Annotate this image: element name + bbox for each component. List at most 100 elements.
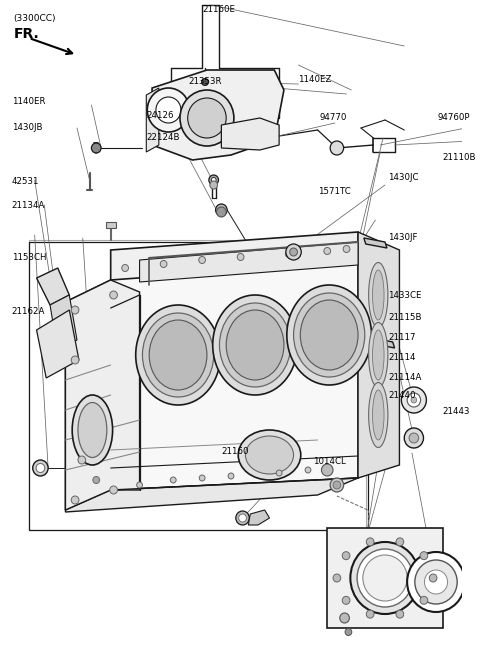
Polygon shape: [50, 295, 77, 352]
Circle shape: [305, 467, 311, 473]
Circle shape: [199, 475, 205, 481]
Circle shape: [404, 428, 423, 448]
Ellipse shape: [149, 320, 207, 390]
Circle shape: [340, 613, 349, 623]
Circle shape: [110, 486, 118, 494]
Circle shape: [237, 253, 244, 260]
Ellipse shape: [143, 313, 214, 397]
Circle shape: [92, 446, 101, 454]
Text: (3300CC): (3300CC): [13, 14, 56, 23]
Circle shape: [147, 88, 190, 132]
Circle shape: [407, 552, 465, 612]
Circle shape: [415, 560, 457, 604]
Circle shape: [420, 551, 428, 560]
Circle shape: [33, 460, 48, 476]
Circle shape: [211, 178, 216, 183]
Text: 1430JC: 1430JC: [388, 174, 419, 183]
Ellipse shape: [372, 330, 384, 380]
Circle shape: [209, 175, 218, 185]
Polygon shape: [358, 232, 399, 478]
Circle shape: [122, 264, 129, 272]
Polygon shape: [65, 280, 140, 510]
Circle shape: [202, 78, 208, 86]
Circle shape: [343, 246, 350, 253]
Circle shape: [71, 306, 79, 314]
Polygon shape: [364, 238, 387, 248]
Text: 21440: 21440: [388, 391, 415, 400]
Circle shape: [366, 538, 374, 546]
Circle shape: [91, 143, 101, 153]
Ellipse shape: [136, 305, 220, 405]
Circle shape: [93, 476, 100, 483]
Text: 21134A: 21134A: [12, 200, 45, 209]
Circle shape: [429, 574, 437, 582]
Polygon shape: [327, 528, 443, 628]
Text: 21353R: 21353R: [189, 78, 222, 86]
Circle shape: [156, 97, 181, 123]
Polygon shape: [111, 262, 358, 490]
Circle shape: [407, 393, 420, 407]
Polygon shape: [146, 88, 159, 152]
Circle shape: [180, 90, 234, 146]
Ellipse shape: [300, 300, 358, 370]
Text: 94760P: 94760P: [438, 113, 470, 122]
Text: 21110B: 21110B: [443, 154, 476, 163]
Text: 21160: 21160: [221, 448, 249, 456]
Circle shape: [199, 257, 205, 264]
Ellipse shape: [369, 323, 388, 388]
Circle shape: [290, 248, 298, 256]
Polygon shape: [140, 242, 358, 282]
Circle shape: [137, 482, 143, 488]
Bar: [29, 242, 368, 530]
Circle shape: [71, 496, 79, 504]
Text: 1153CH: 1153CH: [12, 253, 46, 262]
Circle shape: [110, 291, 118, 299]
Polygon shape: [111, 232, 358, 308]
Circle shape: [424, 570, 447, 594]
Ellipse shape: [357, 549, 413, 607]
Circle shape: [286, 251, 292, 257]
Circle shape: [333, 481, 341, 489]
Ellipse shape: [369, 382, 388, 448]
Text: 24126: 24126: [146, 111, 174, 119]
Bar: [106, 222, 116, 228]
Circle shape: [396, 538, 404, 546]
Ellipse shape: [72, 395, 113, 465]
Ellipse shape: [78, 402, 107, 457]
Text: 21443: 21443: [443, 408, 470, 417]
Ellipse shape: [369, 262, 388, 327]
Text: 42531: 42531: [12, 178, 39, 187]
Circle shape: [330, 141, 344, 155]
Circle shape: [345, 629, 352, 636]
Circle shape: [71, 356, 79, 364]
Ellipse shape: [294, 293, 365, 377]
Circle shape: [78, 456, 85, 464]
Text: 21117: 21117: [388, 334, 415, 343]
Bar: [29, 240, 366, 530]
Text: 1430JB: 1430JB: [12, 124, 42, 132]
Circle shape: [36, 463, 45, 472]
Circle shape: [216, 204, 227, 216]
Text: 1571TC: 1571TC: [318, 187, 350, 196]
Circle shape: [401, 387, 426, 413]
Ellipse shape: [245, 436, 294, 474]
Circle shape: [333, 574, 341, 582]
Circle shape: [236, 511, 249, 525]
Text: 1140EZ: 1140EZ: [299, 76, 332, 84]
Text: 1140ER: 1140ER: [12, 97, 45, 106]
Circle shape: [330, 478, 344, 492]
Text: 1430JF: 1430JF: [388, 233, 418, 242]
Circle shape: [160, 260, 167, 268]
Polygon shape: [152, 70, 284, 160]
Ellipse shape: [287, 285, 372, 385]
Ellipse shape: [372, 270, 384, 320]
Polygon shape: [221, 118, 279, 150]
Circle shape: [420, 596, 428, 605]
Text: 94770: 94770: [320, 113, 347, 122]
Text: 21162A: 21162A: [12, 308, 45, 316]
Circle shape: [409, 433, 419, 443]
Text: 21114A: 21114A: [388, 373, 421, 382]
Text: 22124B: 22124B: [146, 133, 180, 143]
Text: 21114: 21114: [388, 354, 415, 362]
Polygon shape: [36, 268, 69, 305]
